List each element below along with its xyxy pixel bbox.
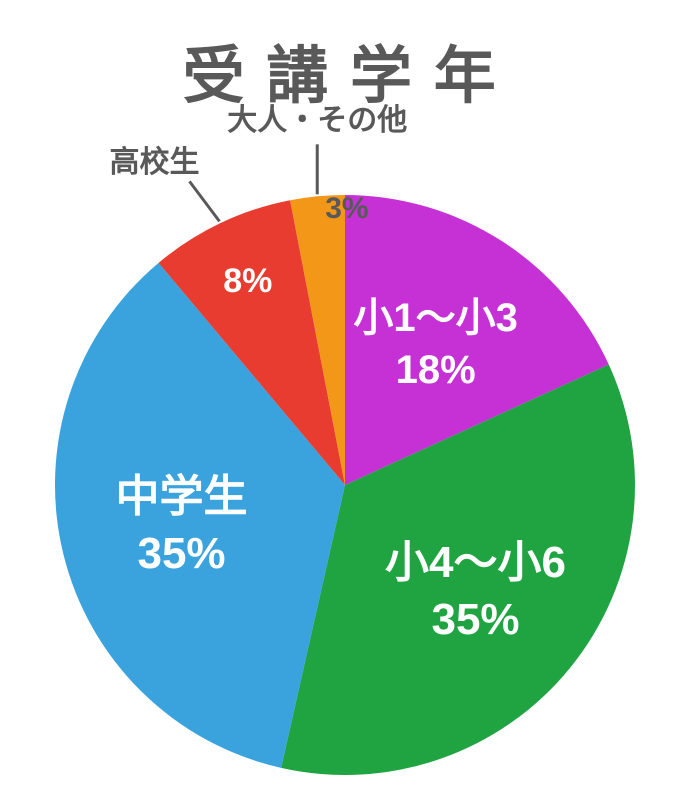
slice-percent: 3% [325, 192, 368, 226]
slice-external-label: 大人・その他 [227, 95, 407, 139]
slice-percent: 8% [223, 259, 272, 303]
slice-label: 中学生35% [116, 468, 248, 582]
slice-external-label: 高校生 [109, 137, 199, 181]
slice-label: 小1～小318% [353, 292, 518, 396]
slice-label: 小4～小635% [385, 534, 566, 648]
